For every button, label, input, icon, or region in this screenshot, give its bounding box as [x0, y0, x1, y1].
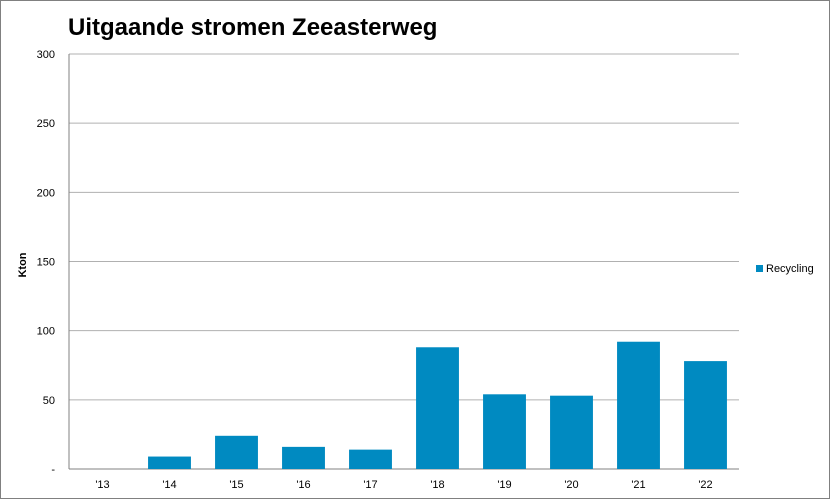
gridlines — [68, 53, 739, 470]
x-tick-label: '22 — [698, 479, 712, 491]
x-tick-label: '21 — [631, 479, 645, 491]
bar — [215, 435, 258, 469]
x-tick-label: '14 — [162, 479, 176, 491]
y-tick-label: 200 — [37, 187, 55, 199]
y-tick-label: 300 — [37, 49, 55, 61]
y-tick-labels: - 50 100 150 200 250 300 — [37, 49, 56, 476]
bar — [282, 446, 325, 469]
y-tick-label: 100 — [37, 326, 55, 338]
x-tick-label: '17 — [363, 479, 377, 491]
y-tick-label: 50 — [43, 395, 55, 407]
bar — [148, 456, 191, 469]
bar — [684, 361, 727, 469]
x-tick-label: '19 — [497, 479, 511, 491]
x-tick-label: '16 — [296, 479, 310, 491]
legend: Recycling — [756, 263, 814, 275]
bar — [483, 394, 526, 469]
bar — [617, 341, 660, 469]
legend-swatch — [756, 265, 763, 272]
x-tick-label: '20 — [564, 479, 578, 491]
x-tick-label: '18 — [430, 479, 444, 491]
chart-title: Uitgaande stromen Zeeasterweg — [68, 14, 438, 41]
bar — [416, 347, 459, 469]
y-tick-label: 150 — [37, 257, 55, 269]
bars — [148, 341, 727, 469]
bar — [349, 449, 392, 469]
legend-label: Recycling — [766, 263, 814, 275]
x-tick-label: '15 — [229, 479, 243, 491]
x-tick-label: '13 — [95, 479, 109, 491]
y-tick-label: - — [51, 464, 55, 476]
bar — [550, 395, 593, 469]
x-tick-labels: '13 '14 '15 '16 '17 '18 '19 '20 '21 '22 — [95, 479, 712, 491]
y-axis-label: Kton — [17, 252, 29, 277]
y-tick-label: 250 — [37, 118, 55, 130]
